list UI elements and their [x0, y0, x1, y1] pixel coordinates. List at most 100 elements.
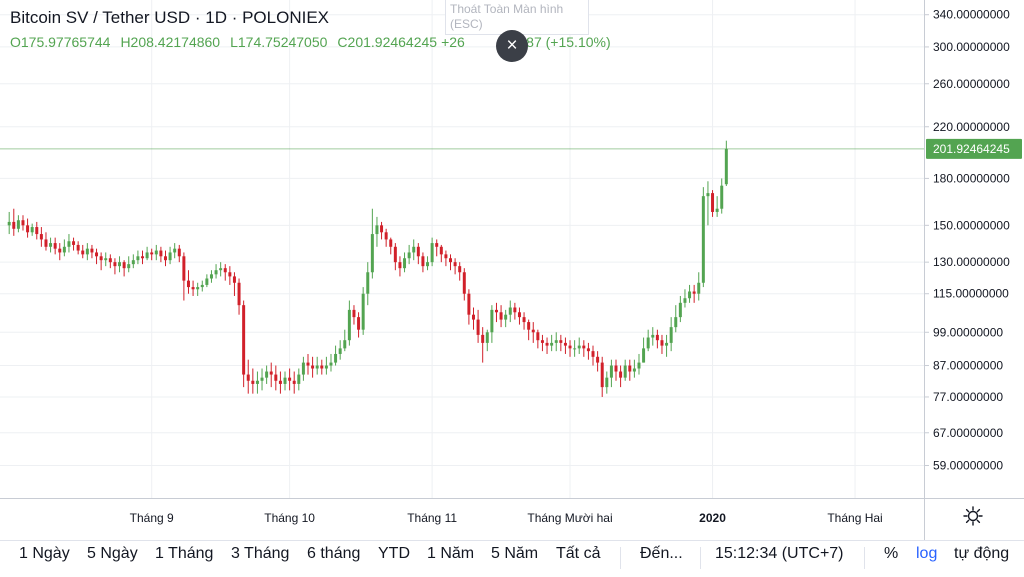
candle	[186, 270, 190, 294]
timezone-clock[interactable]: 15:12:34 (UTC+7)	[715, 545, 844, 562]
candle-body	[660, 340, 664, 346]
candle	[517, 307, 521, 325]
candle	[527, 319, 531, 341]
range-ytd[interactable]: YTD	[378, 545, 410, 562]
candle	[715, 196, 719, 217]
y-tick-label: 340.00000000	[933, 8, 1010, 22]
candle	[453, 258, 457, 275]
percent-scale-toggle[interactable]: %	[884, 545, 899, 562]
candle-body	[67, 241, 71, 247]
candle-body	[182, 256, 186, 281]
candle-body	[568, 345, 572, 349]
candle	[35, 221, 39, 240]
candle	[568, 340, 572, 357]
bottom-toolbar: 1 Ngày 5 Ngày 1 Tháng 3 Tháng 6 tháng YT…	[0, 540, 1024, 577]
candle-body	[577, 345, 581, 349]
candle-body	[545, 342, 549, 346]
candle-body	[706, 193, 710, 197]
toolbar-divider	[620, 547, 621, 569]
exit-fullscreen-button[interactable]: ×	[496, 30, 528, 62]
candle-body	[311, 365, 315, 369]
candle	[223, 264, 227, 281]
candle-body	[260, 377, 264, 381]
range-3-months[interactable]: 3 Tháng	[231, 545, 290, 562]
auto-scale-toggle[interactable]: tự động	[954, 545, 1010, 562]
candle	[504, 309, 508, 328]
exit-fullscreen-tooltip: Thoát Toàn Màn hình (ESC)	[445, 0, 589, 35]
candle-body	[196, 287, 200, 290]
symbol-title: Bitcoin SV / Tether USD · 1D · POLONIEX	[10, 8, 330, 27]
y-tick-label: 67.00000000	[933, 426, 1003, 440]
candle	[701, 187, 705, 288]
candle	[393, 243, 397, 271]
candle-body	[449, 258, 453, 263]
candle-body	[338, 348, 342, 354]
log-scale-toggle[interactable]: log	[916, 545, 938, 562]
candle-body	[651, 334, 655, 338]
candle	[426, 256, 430, 271]
candle-body	[361, 293, 365, 330]
range-1-year[interactable]: 1 Năm	[427, 545, 475, 562]
candle	[141, 250, 145, 265]
candle	[490, 305, 494, 343]
candle	[246, 359, 250, 394]
candle	[375, 216, 379, 247]
range-5-years[interactable]: 5 Năm	[491, 545, 539, 562]
candle	[642, 337, 646, 363]
candle-body	[490, 309, 494, 333]
candle	[191, 280, 195, 296]
candle	[95, 248, 99, 265]
range-5-days[interactable]: 5 Ngày	[87, 545, 138, 562]
candle	[228, 266, 232, 285]
y-axis[interactable]: 59.00000000 67.00000000 77.00000000 87.0000…	[924, 8, 1022, 473]
candle-body	[205, 278, 209, 285]
candle-body	[674, 317, 678, 328]
candle-body	[269, 371, 273, 375]
candle-body	[683, 298, 687, 303]
y-tick-label: 130.00000000	[933, 255, 1010, 269]
range-1-month[interactable]: 1 Tháng	[155, 545, 214, 562]
candle-body	[200, 284, 204, 288]
candle	[214, 264, 218, 279]
range-6-months[interactable]: 6 tháng	[307, 545, 361, 562]
candle	[412, 239, 416, 261]
goto-date-button[interactable]: Đến...	[640, 545, 683, 562]
candle	[669, 317, 673, 352]
change-tail: 18187 (+15.10%)	[502, 34, 611, 50]
candle-body	[724, 148, 728, 185]
y-tick-label: 220.00000000	[933, 120, 1010, 134]
gear-icon[interactable]	[962, 505, 984, 527]
candle	[182, 252, 186, 301]
range-1-day[interactable]: 1 Ngày	[19, 545, 70, 562]
candle	[163, 250, 167, 267]
candle-body	[186, 280, 190, 288]
candle	[343, 329, 347, 352]
candle	[623, 359, 627, 381]
candle	[513, 302, 517, 320]
candle-body	[219, 268, 223, 271]
candle	[324, 356, 328, 375]
candle	[200, 280, 204, 292]
candle	[297, 368, 301, 391]
low-value: L174.75247050	[230, 34, 328, 50]
candle	[283, 371, 287, 391]
candle-body	[609, 365, 613, 378]
candle-body	[619, 371, 623, 378]
candle	[458, 262, 462, 281]
candle-body	[421, 256, 425, 267]
candle	[205, 274, 209, 288]
candle	[131, 254, 135, 269]
candle	[711, 190, 715, 217]
candle-body	[12, 221, 16, 229]
candle-body	[393, 246, 397, 263]
range-all[interactable]: Tất cả	[556, 545, 601, 562]
candle-body	[357, 317, 361, 330]
candle-body	[458, 266, 462, 273]
candle	[476, 309, 480, 343]
candle-body	[384, 232, 388, 240]
price-chart[interactable]: Tháng 9 Tháng 10 Tháng 11 Tháng Mười hai 202…	[0, 0, 1024, 540]
candle	[26, 218, 30, 238]
candle	[108, 254, 112, 269]
candle-body	[701, 196, 705, 283]
candle	[449, 254, 453, 271]
